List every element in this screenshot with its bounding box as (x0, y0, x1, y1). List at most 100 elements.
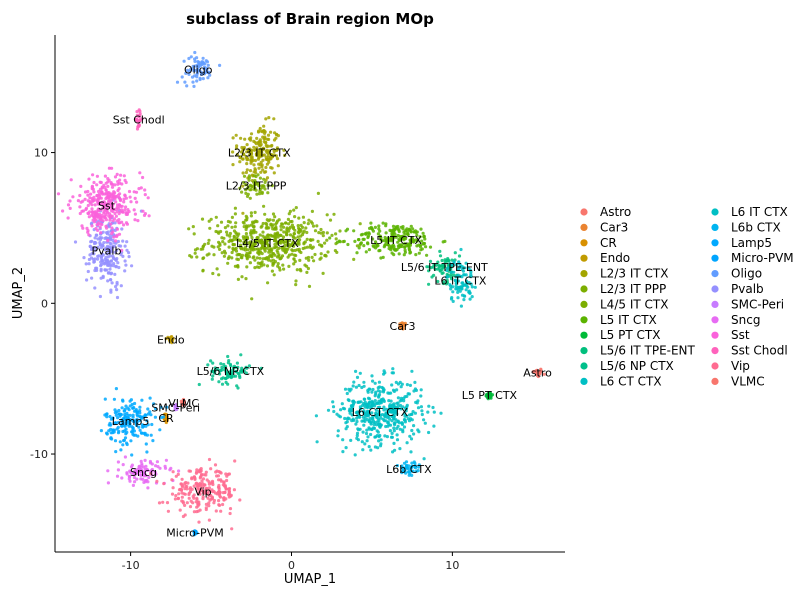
data-point (352, 380, 356, 384)
data-point (355, 416, 359, 420)
data-point (244, 227, 248, 232)
data-point (114, 264, 118, 268)
data-point (138, 473, 143, 477)
data-point (134, 433, 138, 437)
data-point (250, 297, 254, 301)
data-point (253, 210, 257, 214)
data-point (321, 271, 325, 275)
data-point (110, 214, 114, 218)
data-point (402, 238, 406, 242)
data-point (85, 226, 89, 230)
data-point (439, 411, 443, 415)
data-point (209, 217, 213, 221)
data-point (150, 462, 154, 466)
data-point (180, 499, 184, 503)
data-point (377, 395, 381, 399)
data-point (384, 238, 388, 242)
data-point (427, 430, 431, 435)
series-smc-peri-points (173, 403, 179, 412)
data-point (146, 407, 150, 411)
data-point (91, 218, 95, 222)
data-point (405, 463, 409, 468)
data-point (228, 238, 232, 242)
data-point (361, 430, 365, 434)
data-point (370, 227, 374, 231)
data-point (117, 212, 121, 216)
legend-item-endo: Endo (580, 251, 630, 265)
data-point (96, 221, 101, 225)
data-point (210, 369, 214, 373)
data-point (217, 503, 221, 507)
data-point (137, 425, 141, 429)
data-point (231, 248, 235, 252)
data-point (95, 211, 99, 215)
data-point (104, 197, 108, 201)
data-point (250, 152, 254, 156)
data-point (224, 365, 228, 369)
data-point (259, 147, 263, 151)
data-point (83, 197, 87, 201)
data-point (298, 238, 302, 242)
data-point (304, 256, 308, 260)
data-point (153, 470, 157, 474)
data-point (142, 471, 146, 475)
data-point (123, 244, 127, 248)
data-point (206, 63, 210, 67)
data-point (113, 211, 117, 216)
data-point (456, 290, 460, 294)
data-point (440, 258, 444, 263)
data-point (267, 226, 271, 230)
data-point (233, 365, 237, 369)
data-point (428, 245, 433, 249)
data-point (325, 238, 329, 242)
data-point (462, 294, 466, 298)
data-point (297, 247, 301, 251)
data-point (432, 263, 436, 267)
data-point (363, 442, 367, 446)
data-point (272, 273, 276, 277)
data-point (192, 232, 196, 236)
data-point (373, 445, 377, 449)
data-point (451, 285, 455, 289)
data-point (422, 241, 427, 246)
data-point (118, 203, 122, 207)
data-point (351, 402, 355, 406)
data-point (106, 469, 110, 473)
data-point (360, 404, 365, 408)
data-point (372, 419, 376, 424)
data-point (125, 248, 129, 252)
data-point (221, 502, 225, 507)
data-point (392, 429, 396, 433)
data-point (307, 284, 312, 288)
data-point (293, 228, 297, 232)
data-point (227, 472, 231, 476)
data-point (105, 415, 109, 419)
x-tick-label: -10 (122, 559, 140, 572)
legend-label: Sncg (731, 313, 760, 327)
data-point (309, 220, 313, 224)
data-point (171, 470, 175, 474)
data-point (242, 247, 246, 251)
data-point (123, 208, 127, 212)
data-point (193, 248, 198, 252)
data-point (105, 432, 109, 436)
data-point (201, 256, 205, 261)
data-point (382, 408, 386, 412)
data-point (420, 409, 424, 413)
data-point (250, 159, 254, 163)
data-point (177, 492, 181, 496)
data-point (213, 366, 217, 370)
data-point (193, 251, 197, 255)
data-point (351, 399, 356, 403)
data-point (104, 246, 108, 250)
data-point (220, 377, 224, 381)
data-point (88, 244, 92, 248)
data-point (123, 421, 127, 425)
data-point (277, 246, 281, 250)
data-point (238, 155, 242, 159)
data-point (258, 176, 262, 180)
data-point (412, 460, 416, 464)
data-point (107, 205, 111, 209)
data-point (139, 459, 143, 463)
data-point (94, 248, 98, 252)
